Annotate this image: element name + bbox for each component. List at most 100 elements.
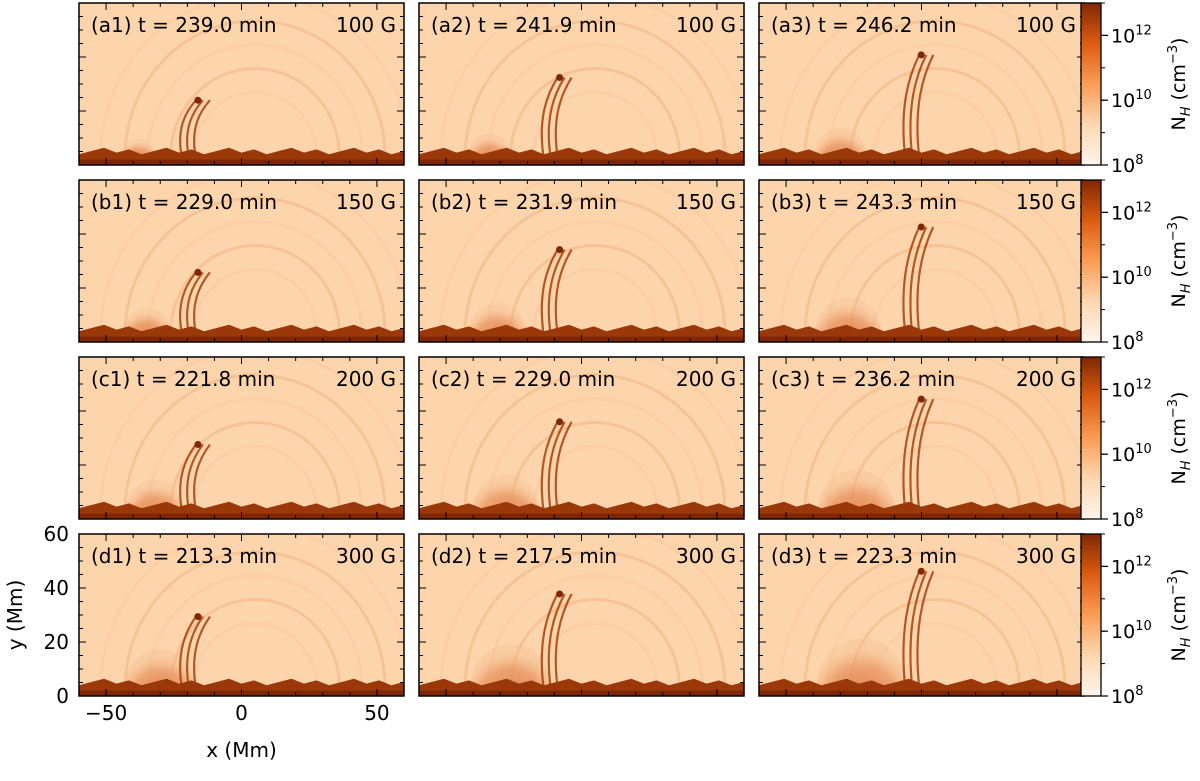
arcade-loop <box>531 267 659 334</box>
dense-threads <box>179 440 211 512</box>
arcade-loop <box>871 267 999 334</box>
y-tick-label: 60 <box>44 522 69 546</box>
coronal-arcades <box>779 180 1084 334</box>
arcade-loop <box>826 43 1044 157</box>
dense-threads <box>540 74 573 158</box>
colorbar-row-3: 108 1010 1012 NH(cm−3) <box>1080 356 1194 531</box>
thread <box>554 421 573 512</box>
thread <box>902 398 921 512</box>
density-image <box>79 3 404 165</box>
panel-label: (d3) t = 223.3 min <box>771 544 957 568</box>
colorbar-tick-label: 108 <box>1111 330 1143 354</box>
arcade-loop <box>191 90 319 157</box>
panel-label: (b1) t = 229.0 min <box>91 190 277 214</box>
arcade-loop <box>826 220 1044 334</box>
panels-layer: (a1) t = 239.0 min 100 G (a2) t = 241.9 mi… <box>78 2 1085 697</box>
density-image <box>79 534 404 696</box>
arcade-loop <box>531 90 659 157</box>
coronal-arcades <box>439 534 744 688</box>
panel-label: (d1) t = 213.3 min <box>91 544 277 568</box>
arcade-loop <box>99 180 404 334</box>
colorbar-label: NH(cm−3) <box>1166 38 1194 131</box>
thread <box>540 249 559 335</box>
thread <box>916 226 935 335</box>
arcade-loop <box>486 220 704 334</box>
coronal-arcades <box>99 534 404 688</box>
panel-field-label: 200 G <box>676 367 736 391</box>
arcade-loop <box>439 180 744 334</box>
arcade-loop <box>169 66 342 157</box>
arcade-loop <box>463 550 727 688</box>
thread <box>186 99 204 158</box>
panel-ticks <box>78 179 405 343</box>
dense-threads <box>902 51 935 158</box>
blob-head <box>194 96 202 104</box>
axes-layer: −50 0 50 0 20 40 60 x (Mm) y (Mm) <box>3 522 390 762</box>
colorbar-tick-label: 108 <box>1111 684 1143 708</box>
arcade-loop <box>509 66 682 157</box>
dense-threads <box>540 590 573 689</box>
thread <box>179 271 197 335</box>
panel-d1: (d1) t = 213.3 min 300 G <box>78 533 405 697</box>
y-axis-label: y (Mm) <box>3 580 27 651</box>
panel-field-label: 300 G <box>1016 544 1076 568</box>
panel-field-label: 200 G <box>336 367 396 391</box>
panel-field-label: 150 G <box>336 190 396 214</box>
panel-label: (a1) t = 239.0 min <box>91 13 277 37</box>
panel-label: (d2) t = 217.5 min <box>431 544 617 568</box>
thread <box>547 593 566 689</box>
panel-field-label: 300 G <box>336 544 396 568</box>
y-tick-label: 40 <box>44 576 69 600</box>
density-image <box>419 3 744 165</box>
arcade-loop <box>99 534 404 688</box>
colorbar-row-2: 108 1010 1012 NH(cm−3) <box>1080 179 1194 354</box>
density-image <box>759 534 1084 696</box>
dense-threads <box>540 418 573 512</box>
arcade-loop <box>99 357 404 511</box>
panel-ticks <box>78 533 405 697</box>
panel-field-label: 100 G <box>1016 13 1076 37</box>
colorbar-row-4: 108 1010 1012 NH(cm−3) <box>1080 533 1194 708</box>
arcade-loop <box>826 397 1044 511</box>
arcade-loop <box>191 444 319 511</box>
panel-field-label: 100 G <box>676 13 736 37</box>
colorbar-tick-label: 1010 <box>1111 88 1152 112</box>
panel-ticks <box>78 356 405 520</box>
arcade-loop <box>803 373 1067 511</box>
blob-head <box>917 223 925 231</box>
blob-head <box>556 246 564 254</box>
arcade-loop <box>123 550 387 688</box>
arcade-loop <box>463 19 727 157</box>
arcade-loop <box>439 534 744 688</box>
thread <box>547 421 566 512</box>
dense-threads <box>179 268 211 335</box>
panel-ticks <box>418 533 745 697</box>
panel-ticks <box>418 2 745 166</box>
blob-head <box>194 613 202 621</box>
thread <box>193 271 211 335</box>
arcade-loop <box>146 220 364 334</box>
arcade-loop <box>463 373 727 511</box>
arcade-loop <box>146 43 364 157</box>
colorbar-tick-label: 1010 <box>1111 619 1152 643</box>
arcade-loop <box>439 3 744 157</box>
thread <box>186 271 204 335</box>
thread <box>902 570 921 689</box>
coronal-arcades <box>439 3 744 157</box>
panel-c1: (c1) t = 221.8 min 200 G <box>78 356 405 520</box>
panel-label: (c3) t = 236.2 min <box>771 367 955 391</box>
arcade-loop <box>146 574 364 688</box>
thread <box>916 54 935 158</box>
panel-field-label: 100 G <box>336 13 396 37</box>
x-tick-label: 0 <box>235 701 248 725</box>
density-image <box>759 180 1084 342</box>
arcade-loop <box>849 67 1022 157</box>
arcade-loop <box>169 420 342 511</box>
blob-head <box>194 268 202 276</box>
panel-field-label: 200 G <box>1016 367 1076 391</box>
thread <box>193 443 211 512</box>
colorbar-label: NH(cm−3) <box>1166 215 1194 308</box>
arcade-loop <box>803 19 1067 157</box>
thread <box>540 421 559 512</box>
arcade-loop <box>779 534 1084 688</box>
